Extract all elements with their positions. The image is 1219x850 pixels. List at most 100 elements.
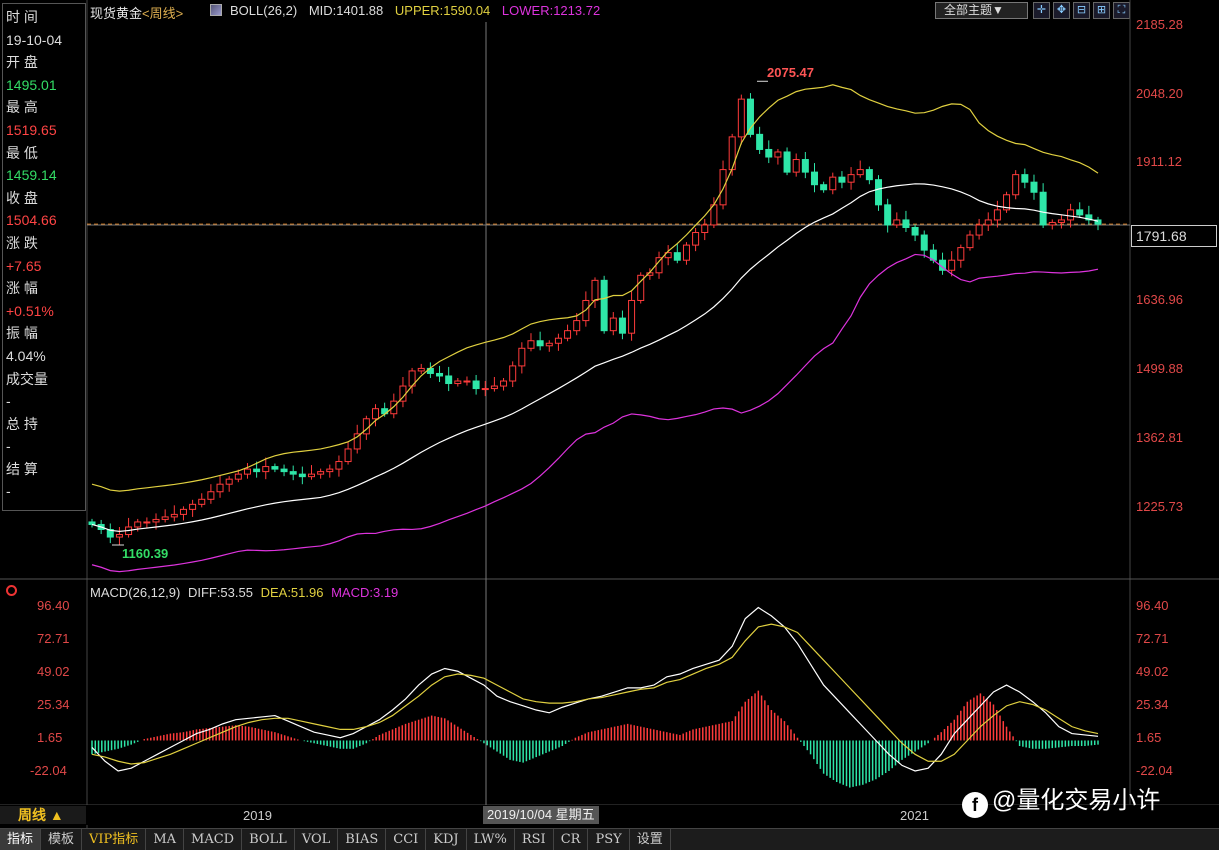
info-value: +7.65 [6, 257, 42, 274]
candle-body [975, 224, 983, 236]
candle-body [774, 151, 782, 158]
candle-body [106, 529, 114, 538]
period-selector-button[interactable]: 周线 ▲ [0, 806, 86, 824]
macd-dea-line [91, 623, 1099, 765]
current-price-label: 1791.68 [1131, 225, 1217, 247]
candle-body [353, 433, 361, 450]
candle-body [1030, 181, 1038, 193]
candle-body [829, 176, 837, 191]
candle-body [701, 224, 709, 234]
high-price-label: 2075.47 [767, 65, 814, 80]
tab-psy[interactable]: PSY [588, 829, 630, 850]
info-value: - [6, 393, 11, 410]
candle-body [253, 468, 261, 473]
instrument-name: 现货黄金 [90, 6, 143, 21]
info-label: 最 高 [6, 99, 38, 116]
candle-body [189, 503, 197, 510]
candle-body [1012, 174, 1020, 196]
candle-body [1076, 209, 1084, 216]
candle-body [225, 478, 233, 485]
period-tag[interactable]: <周线> [142, 6, 184, 21]
macd-dea-value: DEA:51.96 [260, 585, 324, 600]
theme-dropdown[interactable]: 全部主题▼ [935, 2, 1028, 19]
crosshair-icon[interactable]: ✛ [1033, 2, 1050, 19]
price-axis-tick: 1636.96 [1136, 292, 1183, 307]
tab-indicator[interactable]: 指标 [0, 829, 42, 850]
tab-kdj[interactable]: KDJ [426, 829, 467, 850]
candle-body [445, 375, 453, 385]
info-value: 1519.65 [6, 121, 57, 138]
macd-macd-value: MACD:3.19 [331, 585, 399, 600]
candle-body [481, 388, 489, 391]
low-price-label: 1160.39 [122, 546, 169, 561]
tab-settings[interactable]: 设置 [630, 829, 671, 850]
tab-cr[interactable]: CR [554, 829, 589, 850]
boll-lower-value: LOWER:1213.72 [501, 3, 601, 18]
boll-mid-line [91, 183, 1099, 532]
candle-body [207, 491, 215, 500]
candle-body [216, 483, 224, 493]
candle-body [307, 473, 315, 478]
candle-body [564, 330, 572, 339]
chart-header: 现货黄金<周线> BOLL(26,2) MID:1401.88 UPPER:15… [0, 0, 1219, 22]
candle-body [152, 518, 160, 523]
boll-legend: BOLL(26,2) MID:1401.88 UPPER:1590.04 LOW… [210, 3, 608, 18]
info-label: 时 间 [6, 9, 38, 25]
candle-body [417, 367, 425, 372]
macd-axis-tick: 72.71 [1136, 631, 1169, 646]
boll-mid-value: MID:1401.88 [308, 3, 384, 18]
tab-lwpct[interactable]: LW% [467, 829, 515, 850]
move-icon[interactable]: ✥ [1053, 2, 1070, 19]
macd-axis-tick: -22.04 [30, 763, 67, 778]
candle-body [746, 98, 754, 135]
candle-body [600, 279, 608, 332]
time-tick: 2021 [900, 808, 929, 823]
macd-axis-tick: 1.65 [37, 730, 63, 745]
info-value: 19-10-04 [6, 31, 63, 48]
tab-rsi[interactable]: RSI [515, 829, 554, 850]
candle-body [490, 385, 498, 390]
price-axis-tick: 1225.73 [1136, 499, 1183, 514]
macd-diff-line [91, 606, 1099, 772]
indicator-settings-icon[interactable] [210, 4, 222, 16]
candle-body [335, 461, 343, 470]
candle-body [536, 340, 544, 347]
candle-body [920, 234, 928, 251]
candle-body [243, 468, 251, 475]
info-value: +0.51% [6, 302, 54, 319]
boll-upper-value: UPPER:1590.04 [394, 3, 491, 18]
tab-bias[interactable]: BIAS [338, 829, 387, 850]
candle-body [609, 317, 617, 332]
macd-settings-icon[interactable] [6, 585, 17, 596]
boll-indicator-name[interactable]: BOLL(26,2) [230, 3, 298, 18]
grid-icon[interactable]: ⊞ [1093, 2, 1110, 19]
candle-body [993, 209, 1001, 221]
tab-boll[interactable]: BOLL [242, 829, 295, 850]
candle-body [618, 317, 626, 334]
tab-template[interactable]: 模板 [41, 829, 83, 850]
tab-macd[interactable]: MACD [184, 829, 243, 850]
candle-body [372, 408, 380, 420]
candle-body [289, 471, 297, 475]
candle-body [271, 466, 279, 470]
candle-body [820, 184, 828, 191]
info-label: 振 幅 [6, 325, 38, 342]
boll-upper-line [91, 84, 1099, 492]
macd-indicator-name[interactable]: MACD(26,12,9) [90, 585, 181, 600]
info-label: 涨 跌 [6, 234, 38, 251]
tab-vol[interactable]: VOL [295, 829, 339, 850]
candle-body [719, 169, 727, 206]
macd-axis-tick: 72.71 [37, 631, 70, 646]
candle-body [865, 169, 873, 181]
candle-body [966, 234, 974, 249]
candle-body [1021, 174, 1029, 183]
price-axis-tick: 1362.81 [1136, 430, 1183, 445]
tab-ma[interactable]: MA [146, 829, 185, 850]
tab-cci[interactable]: CCI [386, 829, 427, 850]
candle-body [847, 174, 855, 183]
split-view-icon[interactable]: ⊟ [1073, 2, 1090, 19]
candle-body [573, 320, 581, 332]
info-label: 收 盘 [6, 189, 38, 206]
tab-vip-indicator[interactable]: VIP指标 [82, 829, 147, 850]
